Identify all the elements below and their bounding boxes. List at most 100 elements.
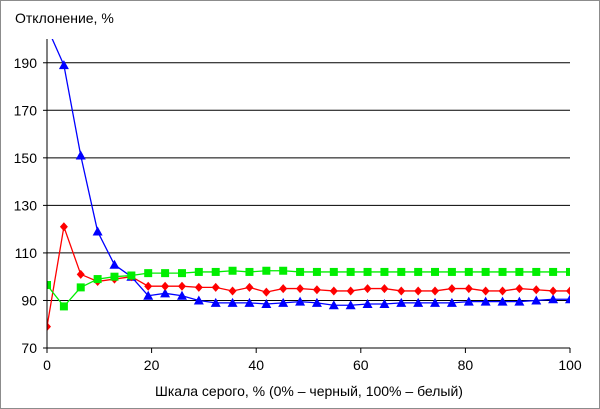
series-group bbox=[47, 39, 570, 332]
x-tick-label-20: 20 bbox=[144, 357, 160, 373]
data-point-triangle-2 bbox=[75, 150, 86, 160]
data-point-triangle-10 bbox=[210, 297, 221, 307]
data-point-diamond-30 bbox=[549, 286, 558, 296]
data-point-square-17 bbox=[329, 267, 338, 276]
data-point-diamond-15 bbox=[296, 284, 305, 294]
data-point-triangle-28 bbox=[514, 296, 525, 306]
data-point-triangle-22 bbox=[413, 297, 424, 307]
y-tick-label-150: 150 bbox=[14, 150, 38, 166]
data-point-square-12 bbox=[245, 267, 254, 276]
data-point-square-21 bbox=[397, 267, 406, 276]
y-axis-title: Отклонение, % bbox=[15, 10, 114, 26]
data-point-square-1 bbox=[59, 302, 68, 311]
data-point-diamond-19 bbox=[363, 284, 372, 294]
data-point-square-30 bbox=[549, 267, 558, 276]
data-point-square-18 bbox=[346, 267, 355, 276]
data-point-diamond-16 bbox=[312, 285, 321, 295]
data-point-triangle-29 bbox=[531, 295, 542, 305]
data-point-square-8 bbox=[177, 269, 186, 278]
x-tick-label-100: 100 bbox=[558, 357, 582, 373]
data-point-square-0 bbox=[47, 281, 51, 290]
data-point-diamond-0 bbox=[47, 322, 51, 332]
data-point-triangle-19 bbox=[362, 299, 373, 309]
data-point-diamond-28 bbox=[515, 284, 524, 294]
data-point-diamond-18 bbox=[346, 286, 355, 296]
data-point-diamond-7 bbox=[161, 281, 170, 291]
data-point-diamond-10 bbox=[211, 282, 220, 292]
data-point-triangle-18 bbox=[345, 300, 356, 310]
data-point-square-3 bbox=[93, 275, 102, 284]
data-point-square-15 bbox=[296, 267, 305, 276]
data-point-triangle-6 bbox=[143, 290, 154, 300]
data-point-triangle-15 bbox=[295, 296, 306, 306]
data-point-square-4 bbox=[110, 272, 119, 281]
data-point-diamond-21 bbox=[397, 286, 406, 296]
x-axis-title: Шкала серого, % (0% – черный, 100% – бел… bbox=[155, 383, 463, 399]
data-point-diamond-25 bbox=[464, 284, 473, 294]
data-point-triangle-7 bbox=[160, 288, 171, 298]
data-point-triangle-12 bbox=[244, 297, 255, 307]
data-point-square-25 bbox=[464, 267, 473, 276]
data-point-triangle-31 bbox=[565, 294, 570, 304]
data-point-square-24 bbox=[447, 267, 456, 276]
data-point-square-26 bbox=[481, 267, 490, 276]
data-point-triangle-17 bbox=[328, 300, 339, 310]
data-point-triangle-13 bbox=[261, 299, 272, 309]
axes bbox=[43, 39, 571, 353]
data-point-square-28 bbox=[515, 267, 524, 276]
data-point-diamond-13 bbox=[262, 287, 271, 297]
data-point-triangle-27 bbox=[497, 296, 508, 306]
data-point-square-10 bbox=[211, 267, 220, 276]
series-triangle bbox=[51, 39, 570, 310]
data-point-diamond-9 bbox=[194, 282, 203, 292]
data-point-square-22 bbox=[414, 267, 423, 276]
data-point-triangle-25 bbox=[463, 296, 474, 306]
data-point-square-9 bbox=[194, 267, 203, 276]
data-point-square-31 bbox=[566, 267, 570, 276]
y-tick-label-190: 190 bbox=[14, 55, 38, 71]
grid-lines bbox=[47, 62, 570, 301]
y-tick-label-170: 170 bbox=[14, 102, 38, 118]
data-point-diamond-24 bbox=[447, 284, 456, 294]
x-tick-label-80: 80 bbox=[458, 357, 474, 373]
data-point-triangle-3 bbox=[92, 226, 103, 236]
series-line-triangle bbox=[51, 39, 570, 306]
data-point-triangle-8 bbox=[176, 290, 187, 300]
data-point-diamond-29 bbox=[532, 285, 541, 295]
data-point-square-2 bbox=[76, 283, 85, 292]
tick-labels: 70 90 110 130 150 170 190 0 20 40 60 80 100 bbox=[14, 55, 582, 373]
data-point-diamond-2 bbox=[76, 269, 85, 279]
series-line-diamond bbox=[47, 224, 570, 327]
data-point-square-14 bbox=[279, 266, 288, 275]
series-square bbox=[47, 266, 570, 311]
x-tick-label-60: 60 bbox=[353, 357, 369, 373]
data-point-diamond-6 bbox=[144, 281, 153, 291]
data-point-triangle-4 bbox=[109, 259, 120, 269]
data-point-diamond-8 bbox=[177, 281, 186, 291]
data-point-diamond-14 bbox=[279, 284, 288, 294]
data-point-diamond-26 bbox=[481, 286, 490, 296]
data-point-triangle-11 bbox=[227, 297, 238, 307]
data-point-square-23 bbox=[431, 267, 440, 276]
data-point-triangle-23 bbox=[430, 297, 441, 307]
data-point-square-6 bbox=[144, 269, 153, 278]
data-point-square-16 bbox=[312, 267, 321, 276]
data-point-triangle-9 bbox=[193, 295, 204, 305]
x-tick-label-0: 0 bbox=[43, 357, 51, 373]
data-point-square-27 bbox=[498, 267, 507, 276]
data-point-square-20 bbox=[380, 267, 389, 276]
data-point-diamond-20 bbox=[380, 284, 389, 294]
data-point-square-7 bbox=[161, 269, 170, 278]
data-point-diamond-17 bbox=[329, 286, 338, 296]
data-point-diamond-27 bbox=[498, 286, 507, 296]
data-point-diamond-11 bbox=[228, 286, 237, 296]
data-point-triangle-14 bbox=[278, 297, 289, 307]
data-point-diamond-23 bbox=[431, 286, 440, 296]
data-point-triangle-1 bbox=[58, 60, 69, 70]
y-tick-label-90: 90 bbox=[21, 292, 37, 308]
data-point-diamond-1 bbox=[59, 222, 68, 232]
data-point-diamond-31 bbox=[566, 286, 570, 296]
data-point-square-19 bbox=[363, 267, 372, 276]
